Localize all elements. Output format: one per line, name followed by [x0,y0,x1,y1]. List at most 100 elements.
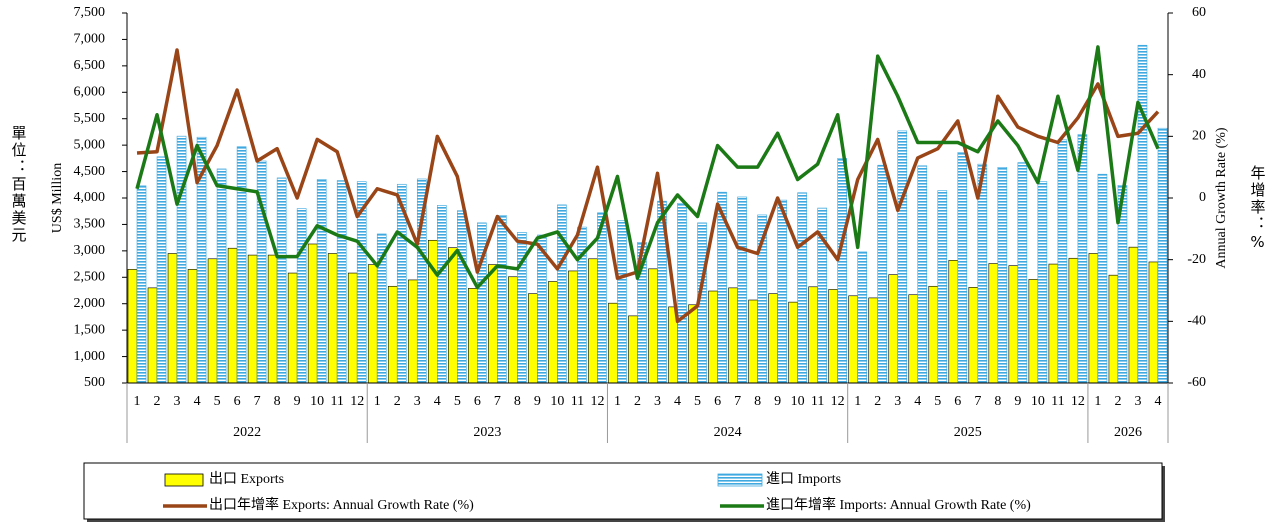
bar [768,293,778,384]
bar [307,243,318,384]
x-tick-label: 6 [714,394,721,409]
x-tick-label: 1 [614,394,621,409]
x-tick-label: 8 [994,394,1001,409]
x-tick-label: 2 [874,394,881,409]
bar [147,287,158,384]
bar [1077,134,1088,384]
bar [1097,173,1108,384]
bar [227,247,238,384]
x-tick-label: 7 [254,394,261,409]
bar [296,208,307,384]
bar [628,315,638,384]
bar [968,287,979,384]
group-label: 2024 [714,425,742,440]
y2-tick-label: -40 [1187,314,1206,329]
x-tick-label: 5 [694,394,701,409]
bar [347,272,358,384]
x-tick-label: 3 [1134,394,1141,409]
x-tick-label: 10 [550,394,564,409]
x-tick-label: 6 [234,394,241,409]
bar [868,297,879,384]
bar [997,167,1008,384]
bar [608,302,618,384]
bar [327,253,338,384]
bar [857,251,868,384]
bar [267,254,278,384]
x-tick-label: 12 [590,394,604,409]
x-tick-label: 7 [974,394,981,409]
y-tick-label: 4,500 [74,164,106,179]
group-label: 2022 [233,425,261,440]
bar [957,152,968,384]
x-tick-label: 5 [214,394,221,409]
bar [728,287,738,384]
x-tick-label: 9 [1014,394,1021,409]
y-axis-label: US$ Million [50,163,65,233]
x-tick-label: 11 [330,394,343,409]
bar [136,185,147,384]
y-tick-label: 4,000 [74,190,106,205]
bar [797,192,807,384]
bar [216,168,227,384]
bar [1137,44,1148,384]
bar [1057,139,1068,384]
group-label: 2023 [473,425,501,440]
bar [187,269,198,384]
bar [1037,181,1048,384]
bar [908,294,919,384]
bar [988,263,999,384]
y-tick-label: 500 [84,375,105,390]
x-tick-label: 12 [831,394,845,409]
x-tick-label: 7 [734,394,741,409]
bar [808,286,818,384]
x-tick-label: 8 [754,394,761,409]
y2-tick-label: 0 [1199,190,1206,205]
y-tick-label: 7,500 [74,5,106,20]
x-tick-label: 10 [310,394,324,409]
bar [837,158,847,384]
legend-label: 出口年增率 Exports: Annual Growth Rate (%) [209,496,474,513]
y2-tick-label: -20 [1187,252,1206,267]
bar [287,272,298,384]
bar [1128,246,1139,384]
bar [537,234,547,384]
bar [708,290,718,384]
y-tick-label: 6,500 [74,58,106,73]
bar [888,274,899,384]
legend-label: 進口年增率 Imports: Annual Growth Rate (%) [766,496,1031,513]
bar [548,281,558,384]
bar [276,177,287,384]
bar [617,220,627,384]
x-tick-label: 10 [791,394,805,409]
x-tick-label: 3 [654,394,661,409]
bar [788,301,798,384]
y-tick-label: 5,500 [74,111,106,126]
bar [468,288,478,384]
x-tick-label: 9 [774,394,781,409]
y-tick-label: 1,500 [74,322,106,337]
bar [1108,274,1119,384]
bar [1148,261,1159,384]
bar [937,190,948,384]
bar [167,253,178,384]
x-tick-label: 9 [534,394,541,409]
bar [1157,127,1168,384]
bar [748,299,758,384]
x-tick-label: 8 [274,394,281,409]
bar [777,199,787,384]
x-tick-label: 5 [934,394,941,409]
bar [127,269,138,384]
y2-tick-label: -60 [1187,375,1206,390]
bar [568,270,578,384]
y-tick-label: 1,000 [74,349,106,364]
bar [877,164,888,384]
x-tick-label: 3 [414,394,421,409]
y-tick-label: 6,000 [74,85,106,100]
x-tick-label: 11 [811,394,824,409]
x-tick-label: 4 [914,394,921,409]
legend-swatch [164,473,204,487]
x-tick-label: 3 [894,394,901,409]
x-tick-label: 2 [394,394,401,409]
bar [648,268,658,384]
y2-axis-label-zh: 年增率：% [1248,165,1267,253]
